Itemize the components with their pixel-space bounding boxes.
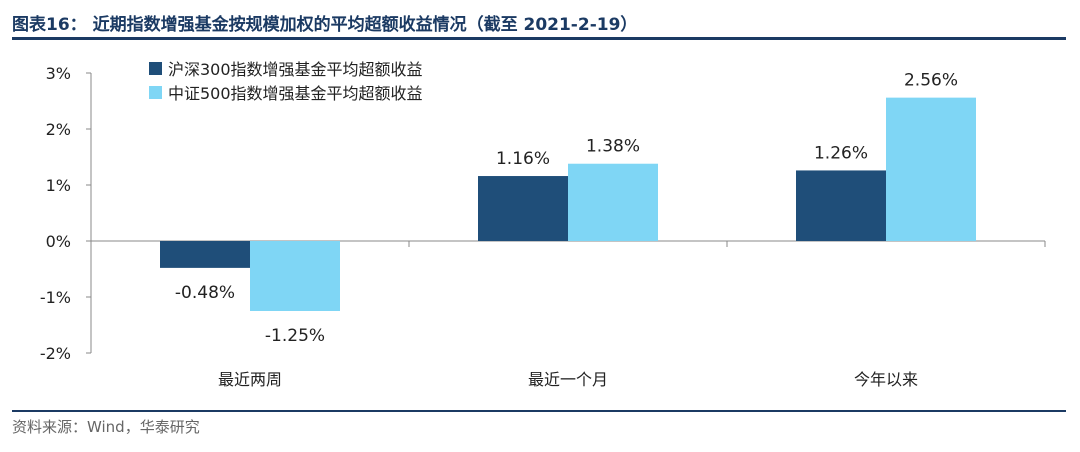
y-tick-label: 2% — [46, 120, 71, 139]
y-tick-label: 3% — [46, 64, 71, 83]
data-label: 1.16% — [496, 149, 550, 169]
y-tick-label: 0% — [46, 232, 71, 251]
figure-header: 图表16： 近期指数增强基金按规模加权的平均超额收益情况（截至 2021-2-1… — [12, 6, 1066, 40]
bar — [160, 241, 250, 268]
bar — [568, 163, 658, 241]
legend-label: 中证500指数增强基金平均超额收益 — [168, 84, 423, 103]
data-label: 2.56% — [904, 71, 958, 91]
x-tick-label: 最近一个月 — [528, 370, 608, 389]
figure-footer: 资料来源：Wind，华泰研究 — [12, 410, 1066, 436]
bar — [886, 97, 976, 241]
data-label: 1.38% — [586, 137, 640, 157]
bar-chart: 3% 2% 1% 0% -1% -2% 最近两周 -0.48% -1.25% 最近一个月 1.16%… — [40, 60, 1046, 389]
y-tick-label: 1% — [46, 176, 71, 195]
legend-swatch — [149, 62, 162, 75]
data-label: -0.48% — [175, 283, 235, 303]
bar — [250, 241, 340, 311]
x-tick-label: 最近两周 — [218, 370, 282, 389]
bar — [478, 176, 568, 241]
x-tick-label: 今年以来 — [854, 370, 918, 389]
legend-label: 沪深300指数增强基金平均超额收益 — [168, 60, 423, 79]
data-label: -1.25% — [265, 326, 325, 346]
source-note: 资料来源：Wind，华泰研究 — [12, 418, 200, 436]
figure-title: 图表16： 近期指数增强基金按规模加权的平均超额收益情况（截至 2021-2-1… — [12, 15, 638, 35]
legend-swatch — [149, 86, 162, 99]
bar — [796, 170, 886, 241]
y-tick-label: -1% — [40, 288, 71, 307]
data-label: 1.26% — [814, 143, 868, 163]
y-tick-label: -2% — [40, 344, 71, 363]
